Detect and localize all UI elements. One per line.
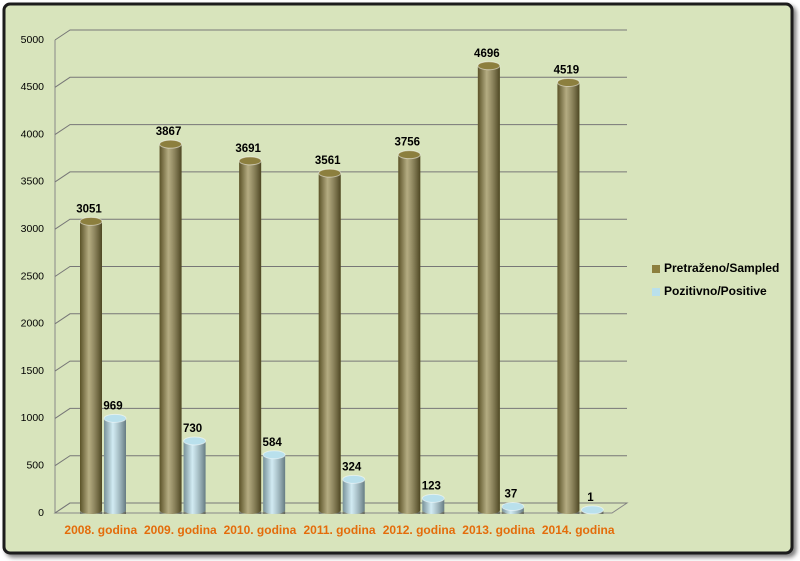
bar-top <box>262 450 286 460</box>
bar-top <box>477 61 501 71</box>
bar-top <box>159 139 183 149</box>
y-tick-label: 2500 <box>21 270 45 282</box>
bar-top <box>580 505 604 515</box>
grid-line <box>54 218 627 230</box>
x-tick-label: 2010. godina <box>224 523 297 537</box>
x-tick-label: 2011. godina <box>303 523 375 537</box>
value-label: 123 <box>422 480 441 492</box>
value-label: 3691 <box>235 143 261 155</box>
grid-line <box>54 407 627 419</box>
bar-shade <box>342 479 365 514</box>
grid-line <box>54 313 627 325</box>
x-tick-label: 2013. godina <box>462 523 535 537</box>
value-label: 3756 <box>394 137 420 149</box>
grid-line <box>54 266 627 277</box>
bar-shade <box>557 82 580 515</box>
y-tick-label: 3000 <box>21 223 45 235</box>
bar-top <box>501 501 525 511</box>
y-tick-label: 2000 <box>21 318 45 330</box>
grid-line <box>54 360 627 372</box>
y-tick-label: 3500 <box>21 176 45 188</box>
legend-label: Pozitivno/Positive <box>664 284 767 298</box>
y-tick-label: 500 <box>26 459 44 471</box>
bar-shade <box>239 160 262 514</box>
legend-swatch <box>652 288 660 296</box>
bar-top <box>397 150 421 160</box>
bar-shade <box>159 144 182 514</box>
bar-shade <box>183 440 206 514</box>
value-label: 584 <box>263 437 283 449</box>
bar-top <box>103 413 127 423</box>
value-label: 3051 <box>76 203 102 215</box>
y-tick-label: 4500 <box>21 81 45 93</box>
legend-label: Pretraženo/Sampled <box>664 261 779 275</box>
value-label: 1 <box>587 492 594 504</box>
bar-shade <box>80 221 102 514</box>
value-label: 969 <box>103 400 122 412</box>
x-tick-label: 2012. godina <box>383 523 456 537</box>
value-label: 3867 <box>156 126 182 138</box>
x-tick-label: 2014. godina <box>542 523 615 537</box>
value-label: 324 <box>342 461 362 473</box>
value-label: 3561 <box>315 155 341 167</box>
bar-shade <box>477 65 500 515</box>
grid-line <box>54 455 627 467</box>
y-tick-label: 5000 <box>21 34 45 46</box>
grid-line <box>54 124 627 136</box>
bar-top <box>556 78 580 88</box>
legend-swatch <box>652 265 660 273</box>
value-label: 37 <box>504 489 517 501</box>
bar-top <box>183 436 207 446</box>
value-label: 4519 <box>554 65 580 77</box>
chart-frame <box>2 2 794 555</box>
bar-top <box>421 493 445 503</box>
y-tick-label: 1500 <box>21 365 45 377</box>
bar-shade <box>104 418 126 514</box>
bar-top <box>79 216 103 226</box>
grid-line <box>54 76 627 88</box>
grid-line <box>54 171 627 183</box>
y-tick-label: 1000 <box>21 412 45 424</box>
x-tick-label: 2009. godina <box>144 523 217 537</box>
bar-shade <box>263 454 286 514</box>
bar-top <box>238 156 262 166</box>
value-label: 730 <box>183 423 202 435</box>
x-tick-label: 2008. godina <box>64 523 137 537</box>
grid-line <box>54 29 627 41</box>
y-tick-label: 4000 <box>21 128 45 140</box>
y-tick-label: 0 <box>38 507 44 519</box>
bar-top <box>318 168 342 178</box>
value-label: 4696 <box>474 48 500 60</box>
bar-shade <box>398 154 421 514</box>
bar-top <box>342 474 366 484</box>
floor <box>53 502 629 514</box>
bar-shade <box>318 173 341 514</box>
